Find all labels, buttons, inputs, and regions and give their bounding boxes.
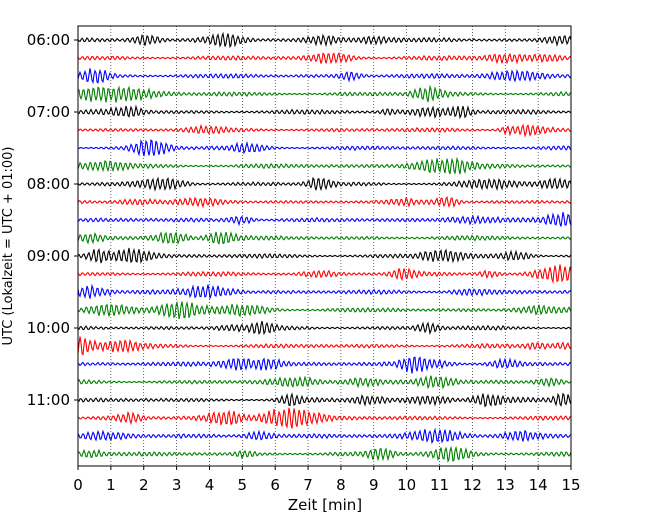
- seismic-trace: [77, 320, 572, 336]
- x-tick-label: 9: [369, 476, 379, 494]
- y-axis-label: UTC (Lokalzeit = UTC + 01:00): [1, 147, 16, 346]
- y-tick-label: 07:00: [27, 103, 70, 121]
- grid-lines: [110, 26, 539, 466]
- x-axis-ticks: 0 1 2 3 4 5 6 7 8 9 10 11 12 13 14 15: [73, 466, 581, 494]
- seismic-trace: [77, 264, 572, 284]
- x-tick-label: 6: [270, 476, 280, 494]
- x-tick-label: 11: [430, 476, 449, 494]
- seismic-traces: [77, 31, 572, 463]
- seismic-trace: [77, 283, 572, 300]
- x-tick-label: 8: [336, 476, 346, 494]
- seismic-trace: [77, 195, 572, 209]
- seismic-trace: [77, 336, 572, 356]
- seismic-trace: [77, 31, 572, 49]
- seismic-trace: [77, 123, 572, 138]
- seismic-trace: [77, 427, 572, 445]
- x-tick-label: 15: [561, 476, 580, 494]
- x-tick-label: 0: [73, 476, 83, 494]
- x-tick-label: 5: [238, 476, 248, 494]
- x-tick-label: 7: [303, 476, 313, 494]
- seismic-trace: [77, 407, 572, 429]
- seismic-trace: [77, 445, 572, 463]
- y-axis-ticks: 06:00 07:00 08:00 09:00 10:00 11:00: [27, 31, 78, 409]
- y-tick-label: 11:00: [27, 391, 70, 409]
- y-tick-label: 10:00: [27, 319, 70, 337]
- seismic-trace: [77, 375, 572, 390]
- x-tick-label: 4: [205, 476, 215, 494]
- seismic-trace: [77, 104, 572, 120]
- seismic-trace: [77, 231, 572, 246]
- seismic-trace: [77, 356, 572, 374]
- seismic-trace: [77, 51, 572, 65]
- x-tick-label: 1: [106, 476, 116, 494]
- x-tick-label: 13: [496, 476, 515, 494]
- seismic-trace: [77, 84, 572, 103]
- x-tick-label: 3: [172, 476, 182, 494]
- seismic-trace: [77, 300, 572, 319]
- seismic-trace: [77, 176, 572, 192]
- x-tick-label: 10: [397, 476, 416, 494]
- seismic-trace: [77, 68, 572, 85]
- plot-frame: [77, 25, 572, 467]
- y-tick-label: 09:00: [27, 247, 70, 265]
- y-tick-label: 08:00: [27, 175, 70, 193]
- seismic-trace: [77, 156, 572, 175]
- y-tick-label: 06:00: [27, 31, 70, 49]
- x-axis-label: Zeit [min]: [288, 496, 362, 514]
- seismic-trace: [77, 247, 572, 264]
- x-tick-label: 2: [139, 476, 149, 494]
- seismic-trace: [77, 392, 572, 408]
- seismic-trace: [77, 139, 572, 157]
- x-tick-label: 12: [463, 476, 482, 494]
- seismic-trace: [77, 211, 572, 227]
- x-tick-label: 14: [529, 476, 548, 494]
